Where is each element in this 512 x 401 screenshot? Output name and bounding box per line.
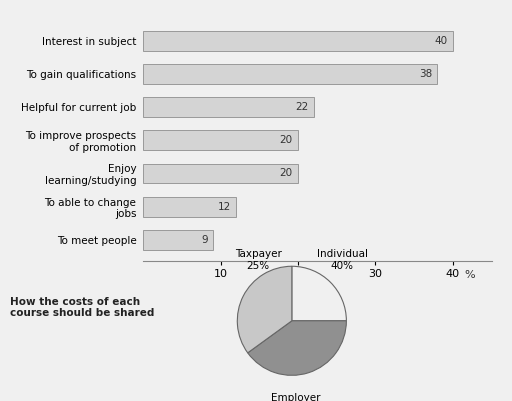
Bar (143, 130, 298, 150)
Text: 12: 12 (218, 202, 231, 212)
Text: 9: 9 (201, 235, 207, 245)
Wedge shape (292, 266, 347, 321)
Text: Individual
40%: Individual 40% (316, 249, 368, 271)
Text: 20: 20 (280, 136, 293, 145)
Text: Taxpayer
25%: Taxpayer 25% (234, 249, 282, 271)
Text: How the costs of each
course should be shared: How the costs of each course should be s… (10, 297, 155, 318)
Bar (143, 31, 453, 51)
Text: %: % (464, 269, 475, 279)
Text: 22: 22 (295, 102, 308, 112)
Bar (143, 164, 298, 183)
Bar (143, 97, 313, 117)
Text: Employer
35%: Employer 35% (271, 393, 321, 401)
Text: 20: 20 (280, 168, 293, 178)
Bar (143, 196, 236, 217)
Wedge shape (237, 266, 292, 353)
Wedge shape (248, 321, 347, 375)
Text: 40: 40 (434, 36, 447, 46)
Text: 38: 38 (419, 69, 432, 79)
Bar (143, 230, 213, 250)
Bar (143, 64, 437, 84)
